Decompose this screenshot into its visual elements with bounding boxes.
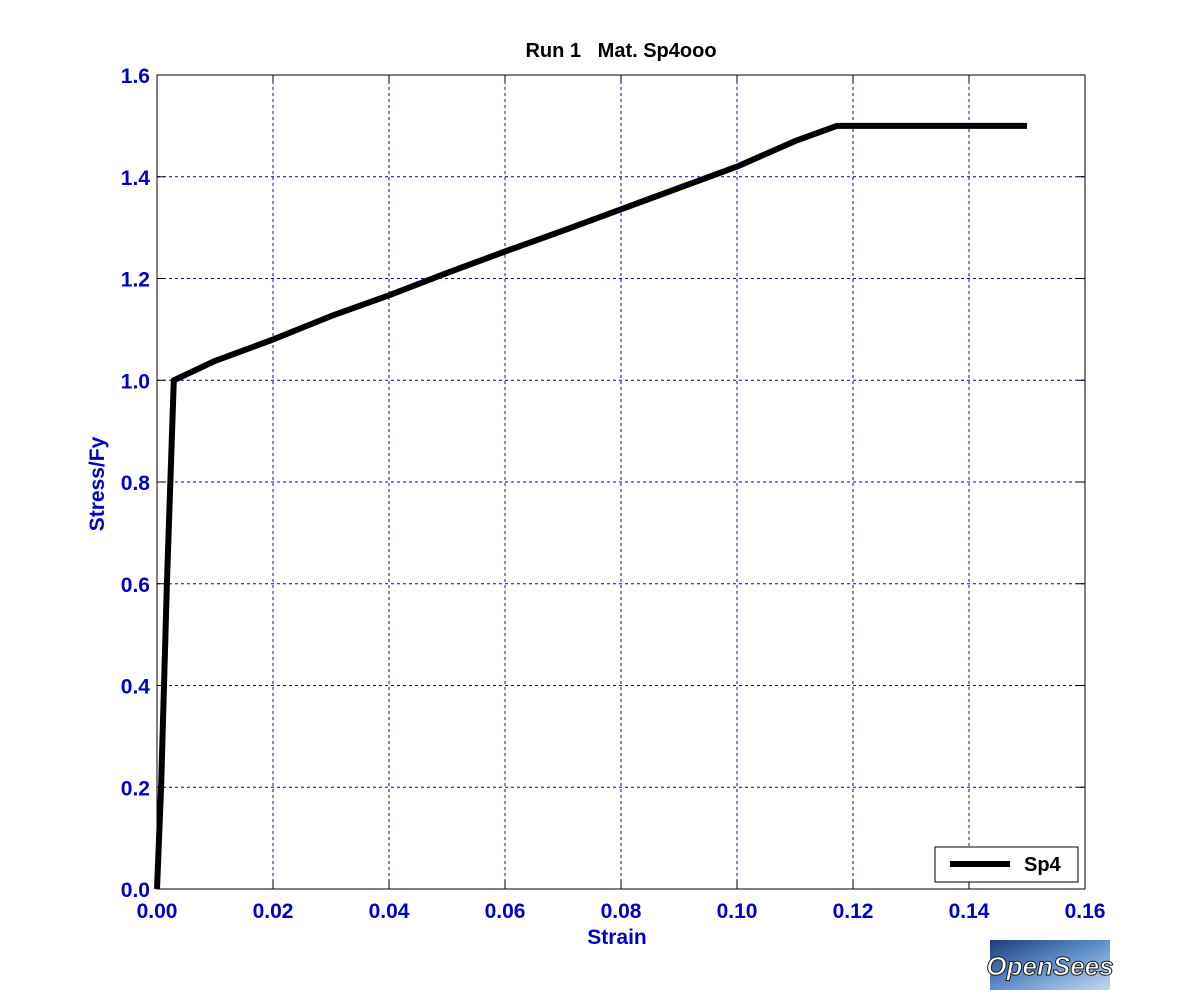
x-tick-label: 0.08 (601, 900, 642, 923)
series-line-sp4 (154, 122, 1027, 890)
legend: Sp4 (934, 846, 1079, 883)
y-tick-label: 1.4 (121, 167, 151, 190)
y-tick-label: 0.4 (121, 676, 151, 699)
y-tick-label: 0.2 (121, 777, 150, 800)
y-tick-label: 0.0 (121, 879, 150, 902)
x-tick-label: 0.06 (485, 900, 526, 923)
y-tick-label: 0.8 (121, 472, 151, 495)
logo-background (990, 940, 1110, 990)
y-axis-label: Stress/Fy (86, 436, 109, 531)
opensees-logo: OpenSees (986, 940, 1114, 990)
y-tick-label: 1.0 (121, 370, 150, 393)
legend-label-sp4: Sp4 (1024, 854, 1062, 876)
x-tick-label: 0.04 (369, 900, 410, 923)
x-tick-label: 0.02 (253, 900, 294, 923)
chart-title: Run 1 Mat. Sp4ooo (525, 40, 716, 62)
y-tick-label: 1.6 (121, 65, 150, 88)
y-tick-label: 1.2 (121, 269, 150, 292)
series-lines (154, 122, 1027, 890)
x-tick-label: 0.00 (137, 900, 178, 923)
x-axis-label: Strain (587, 926, 647, 949)
x-tick-label: 0.12 (833, 900, 874, 923)
y-tick-labels: 0.0 0.2 0.4 0.6 0.8 1.0 1.2 1.4 1.6 (121, 65, 151, 902)
y-tick-label: 0.6 (121, 574, 150, 597)
x-tick-label: 0.16 (1065, 900, 1106, 923)
x-tick-label: 0.10 (717, 900, 758, 923)
x-tick-labels: 0.00 0.02 0.04 0.06 0.08 0.10 0.12 0.14 0.16 (137, 900, 1106, 923)
logo-text: OpenSees (986, 951, 1113, 981)
grid-lines (157, 75, 1085, 889)
x-tick-label: 0.14 (949, 900, 990, 923)
